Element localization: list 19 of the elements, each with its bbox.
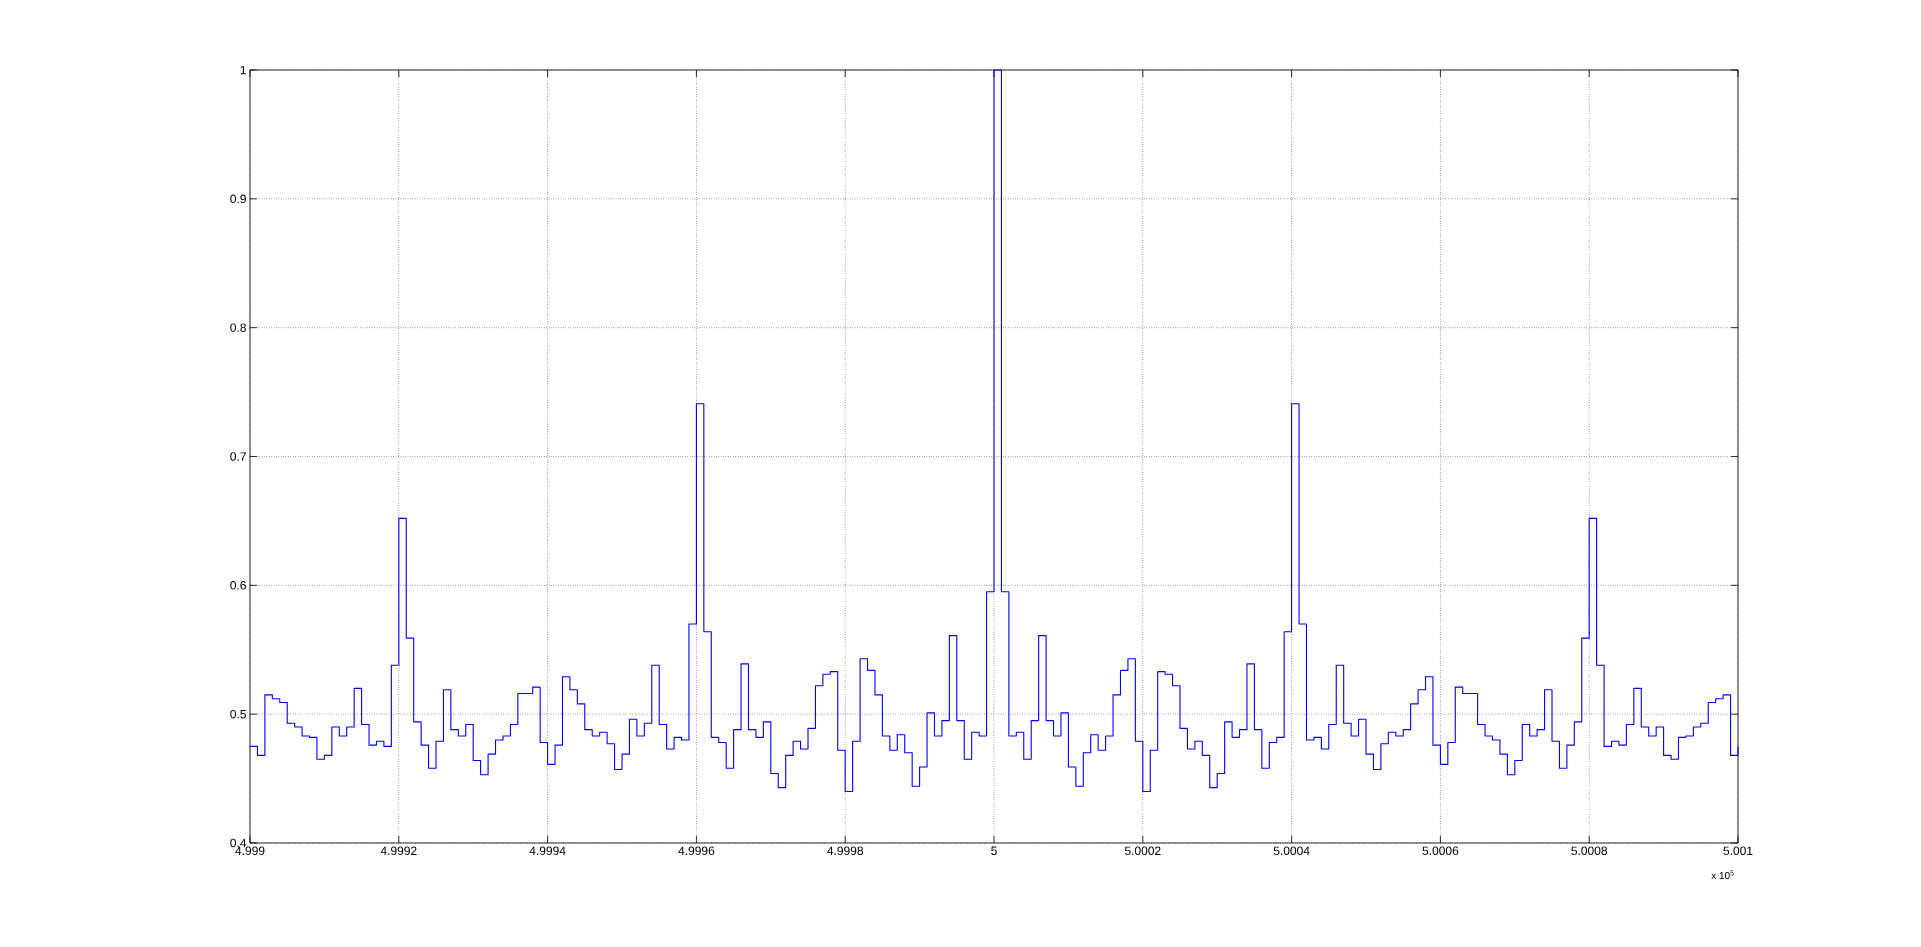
x-tick-label: 4.9992 bbox=[380, 846, 417, 856]
y-tick-label: 0.6 bbox=[230, 581, 246, 590]
text: x 10$^{5}$ bbox=[1711, 870, 1734, 880]
x-tick-label: 5.0002 bbox=[1124, 846, 1161, 856]
y-tick-label: 0.7 bbox=[230, 452, 246, 461]
y-tick-label: 1 bbox=[240, 65, 246, 75]
x-tick-label: 5.0006 bbox=[1422, 846, 1459, 856]
y-tick-label: 0.8 bbox=[230, 323, 246, 332]
x-tick-label: 5.001 bbox=[1723, 846, 1753, 856]
y-tick-label: 0.9 bbox=[230, 194, 246, 204]
x-tick-label: 4.9998 bbox=[827, 846, 864, 856]
y-tick-label: 0.5 bbox=[230, 709, 246, 719]
x-tick-label: 5.0004 bbox=[1273, 846, 1310, 856]
x-tick-label: 4.9994 bbox=[529, 846, 566, 856]
x-tick-label: 4.9996 bbox=[678, 846, 715, 856]
y-tick-label: 0.4 bbox=[230, 838, 247, 848]
x-tick-label: 5 bbox=[991, 846, 997, 855]
x-tick-label: 4.999 bbox=[235, 846, 265, 856]
x-tick-label: 5.0008 bbox=[1571, 846, 1608, 856]
